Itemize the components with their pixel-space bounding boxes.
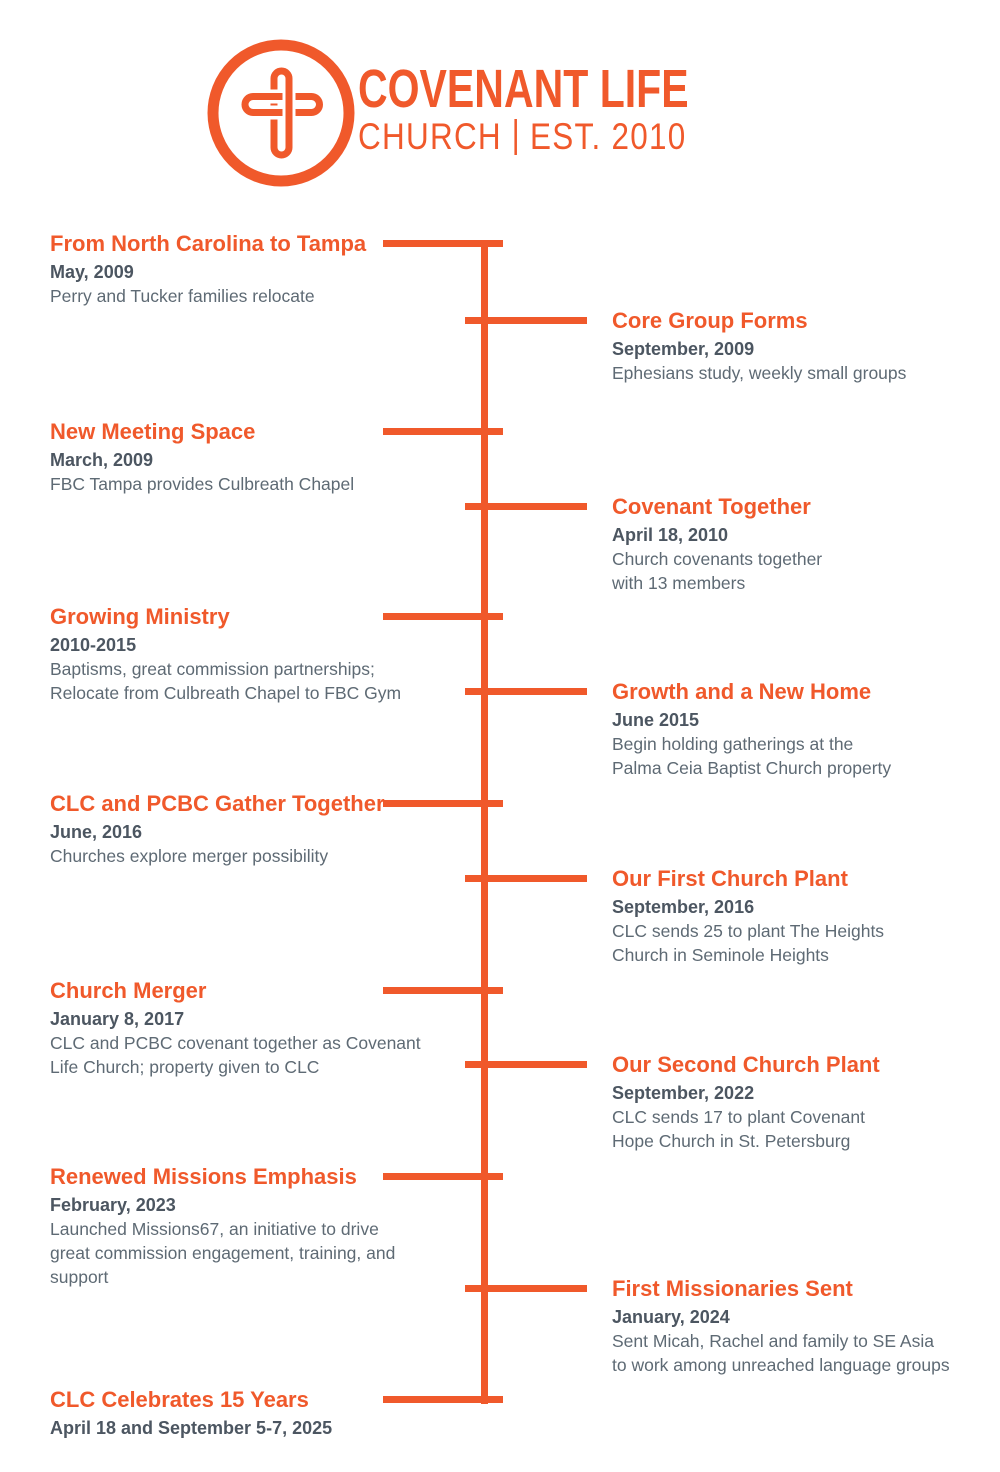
entry-description: Sent Micah, Rachel and family to SE Asia… xyxy=(612,1331,950,1375)
timeline-tick xyxy=(383,987,503,994)
timeline-tick xyxy=(383,613,503,620)
timeline-tick xyxy=(465,503,587,510)
entry-date: September, 2016 xyxy=(612,897,755,917)
entry-title: Our Second Church Plant xyxy=(612,1052,880,1077)
timeline-tick xyxy=(383,1396,503,1403)
timeline-tick xyxy=(383,240,503,247)
entry-title: Growing Ministry xyxy=(50,604,230,629)
entry-title: From North Carolina to Tampa xyxy=(50,231,367,256)
entry-title: First Missionaries Sent xyxy=(612,1276,853,1301)
entry-date: September, 2022 xyxy=(612,1083,755,1103)
entry-title: Our First Church Plant xyxy=(612,866,848,891)
entry-description: FBC Tampa provides Culbreath Chapel xyxy=(50,474,355,494)
entry-title: Covenant Together xyxy=(612,494,811,519)
entry-title: Core Group Forms xyxy=(612,308,808,333)
entry-title: Renewed Missions Emphasis xyxy=(50,1164,357,1189)
timeline-tick xyxy=(465,317,587,324)
entry-description: CLC sends 17 to plant Covenant Hope Chur… xyxy=(612,1107,865,1151)
separator-bar xyxy=(514,119,518,155)
entry-date: January, 2024 xyxy=(612,1307,730,1327)
entry-date: June 2015 xyxy=(612,710,700,730)
timeline-entry: Renewed Missions Emphasis February, 2023 L… xyxy=(50,1164,450,1289)
entry-date: April 18 and September 5-7, 2025 xyxy=(50,1418,333,1438)
entry-title: Church Merger xyxy=(50,978,207,1003)
entry-description: Ephesians study, weekly small groups xyxy=(612,363,907,383)
timeline-tick xyxy=(383,800,503,807)
timeline-line xyxy=(481,240,488,1404)
brand-subtitle: CHURCH xyxy=(358,116,502,157)
timeline-entry: Our Second Church Plant September, 2022 CL… xyxy=(612,1052,984,1153)
established-label: EST. 2010 xyxy=(529,116,687,157)
entry-description: CLC sends 25 to plant The Heights Church… xyxy=(612,921,885,965)
timeline-entry: CLC and PCBC Gather Together June, 2016 Ch… xyxy=(50,791,450,868)
church-logo xyxy=(200,35,360,195)
entry-date: September, 2009 xyxy=(612,339,755,359)
entry-date: April 18, 2010 xyxy=(612,525,729,545)
timeline-entry: Growing Ministry 2010-2015 Baptisms, great… xyxy=(50,604,450,705)
entry-description: Launched Missions67, an initiative to dr… xyxy=(50,1219,396,1287)
timeline-tick xyxy=(383,428,503,435)
timeline-tick xyxy=(465,875,587,882)
entry-description: Begin holding gatherings at the Palma Ce… xyxy=(612,734,892,778)
brand-title: COVENANT LIFE xyxy=(358,59,689,119)
timeline-entry: Covenant Together April 18, 2010 Church co… xyxy=(612,494,984,595)
timeline-tick xyxy=(383,1173,503,1180)
entry-title: CLC and PCBC Gather Together xyxy=(50,791,385,816)
entry-date: June, 2016 xyxy=(50,822,143,842)
timeline-tick xyxy=(465,1285,587,1292)
entry-description: Perry and Tucker families relocate xyxy=(50,286,315,306)
entry-description: Baptisms, great commission partnerships;… xyxy=(50,659,402,703)
entry-description: Church covenants together with 13 member… xyxy=(612,549,823,593)
timeline-entry: First Missionaries Sent January, 2024 Sent… xyxy=(612,1276,984,1377)
timeline-tick xyxy=(465,688,587,695)
timeline-tick xyxy=(465,1061,587,1068)
timeline-entry: Growth and a New Home June 2015 Begin hold… xyxy=(612,679,984,780)
entry-date: March, 2009 xyxy=(50,450,154,470)
entry-title: CLC Celebrates 15 Years xyxy=(50,1387,309,1412)
timeline-entry: New Meeting Space March, 2009 FBC Tampa pr… xyxy=(50,419,450,496)
entry-description: CLC and PCBC covenant together as Covena… xyxy=(50,1033,421,1077)
timeline-entry: Church Merger January 8, 2017 CLC and PCBC… xyxy=(50,978,450,1079)
cross-in-circle-icon xyxy=(207,39,355,187)
entry-date: January 8, 2017 xyxy=(50,1009,185,1029)
entry-date: 2010-2015 xyxy=(50,635,137,655)
timeline-entry: From North Carolina to Tampa May, 2009 Per… xyxy=(50,231,450,308)
brand-subline: CHURCH EST. 2010 xyxy=(358,117,687,157)
timeline-entry: Core Group Forms September, 2009 Ephesians… xyxy=(612,308,984,385)
entry-title: New Meeting Space xyxy=(50,419,256,444)
entry-date: February, 2023 xyxy=(50,1195,176,1215)
entry-title: Growth and a New Home xyxy=(612,679,872,704)
entry-date: May, 2009 xyxy=(50,262,134,282)
timeline-entry: Our First Church Plant September, 2016 CLC… xyxy=(612,866,984,967)
timeline-entry: CLC Celebrates 15 Years April 18 and Sept… xyxy=(50,1387,450,1440)
entry-description: Churches explore merger possibility xyxy=(50,846,329,866)
